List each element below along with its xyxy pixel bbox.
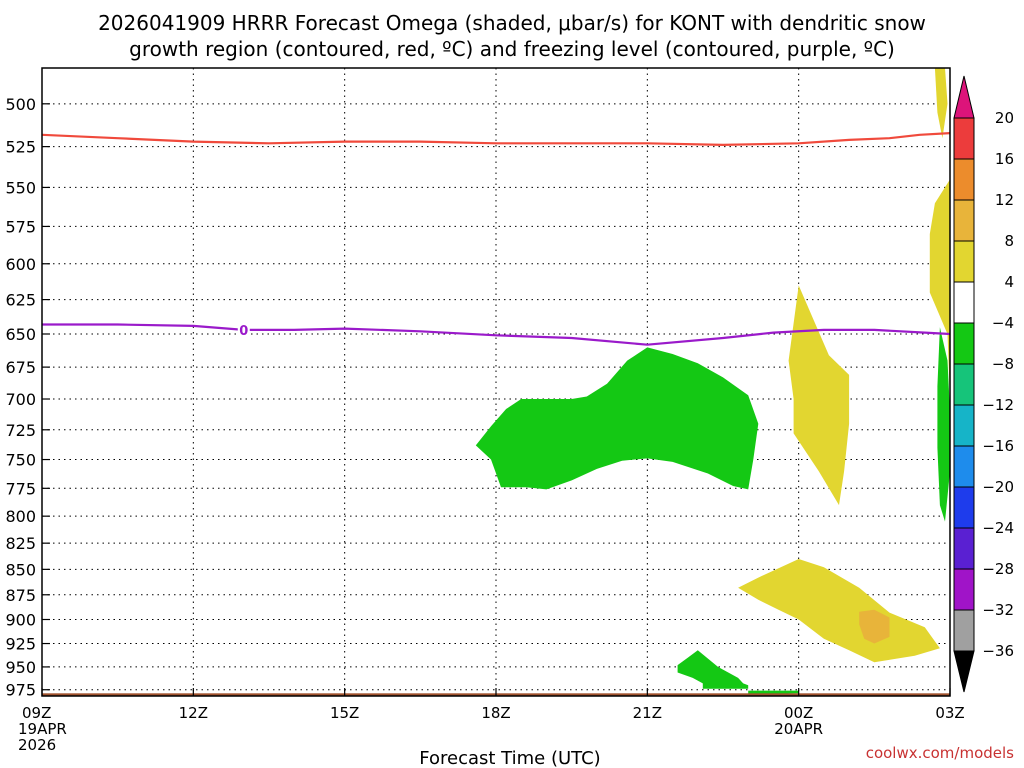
colorbar-label: −20 [982,478,1014,496]
x-tick-sublabel: 20APR [774,720,823,738]
y-tick-label: 825 [5,534,36,553]
x-tick-label: 12Z [179,704,208,722]
y-tick-label: 625 [5,291,36,310]
colorbar-label: −16 [982,437,1014,455]
colorbar-label: 4 [1004,273,1014,291]
y-tick-label: 525 [5,138,36,157]
colorbar-bin [953,322,975,365]
x-axis-title: Forecast Time (UTC) [419,748,600,768]
y-tick-label: 750 [5,451,36,470]
colorbar-label: −4 [992,314,1014,332]
omega-region [937,327,950,522]
colorbar-bin [953,199,975,242]
credit-text: coolwx.com/models [866,744,1014,762]
colorbar-bin [953,404,975,447]
y-tick-label: 575 [5,217,36,236]
contour-line [42,132,950,146]
y-tick-label: 800 [5,507,36,526]
omega-region [677,650,749,689]
colorbar-bin [953,609,975,652]
y-tick-label: 900 [5,610,36,629]
y-tick-label: 950 [5,658,36,677]
contour-label: 0 [239,324,248,339]
contour-label-background [237,321,250,336]
contour-line [42,323,950,346]
colorbar-bin [953,568,975,611]
colorbar-bin [953,240,975,283]
colorbar-label: −28 [982,560,1014,578]
omega-region [748,690,799,695]
colorbar-label: 12 [995,191,1014,209]
omega-region [934,68,948,139]
omega-region [475,347,759,490]
y-tick-label: 850 [5,560,36,579]
contour-lines: 0 [42,132,950,346]
x-tick-label: 21Z [633,704,662,722]
colorbar-bin [953,486,975,529]
colorbar-bin [953,527,975,570]
chart-title-line-2: growth region (contoured, red, ºC) and f… [129,37,895,61]
colorbar-label: −36 [982,642,1014,660]
x-tick-sublabel: 2026 [18,736,56,754]
colorbar-bin [953,363,975,406]
y-tick-label: 650 [5,325,36,344]
x-tick-label: 00Z [784,704,813,722]
x-tick-label: 18Z [481,704,510,722]
y-tick-label: 500 [5,95,36,114]
y-tick-label: 600 [5,255,36,274]
colorbar-bin [953,117,975,160]
x-tick-sublabel: 19APR [18,720,67,738]
colorbar: 20 16 12 8 4 −4 −8 −12 −16 −20 −24 −28 −32 −36 [953,75,1014,693]
colorbar-label: −12 [982,396,1014,414]
colorbar-bin [953,445,975,488]
y-tick-label: 675 [5,358,36,377]
chart-title-line-1: 2026041909 HRRR Forecast Omega (shaded, … [98,11,926,35]
y-tick-label: 875 [5,586,36,605]
colorbar-bottom-arrow [953,650,975,693]
colorbar-label: −24 [982,519,1014,537]
colorbar-bin [953,281,975,324]
omega-region [788,285,850,506]
colorbar-label: −32 [982,601,1014,619]
x-tick-label: 03Z [935,704,964,722]
y-tick-label: 925 [5,635,36,654]
colorbar-label: 20 [995,109,1014,127]
y-tick-label: 775 [5,479,36,498]
x-tick-label: 09Z [22,704,51,722]
y-tick-label: 550 [5,178,36,197]
omega-region [929,179,950,399]
colorbar-label: 8 [1004,232,1014,250]
colorbar-bin [953,158,975,201]
colorbar-label: 16 [995,150,1014,168]
y-tick-label: 700 [5,390,36,409]
x-tick-label: 15Z [330,704,359,722]
omega-region [859,609,890,644]
colorbar-label: −8 [992,355,1014,373]
colorbar-top-arrow [953,75,975,119]
y-axis-ticks: 500 525 550 575 600 625 650 675 700 725 750 775 800 8… [5,95,50,700]
y-tick-label: 725 [5,421,36,440]
y-tick-label: 975 [5,681,36,700]
omega-shaded-regions [475,68,950,695]
